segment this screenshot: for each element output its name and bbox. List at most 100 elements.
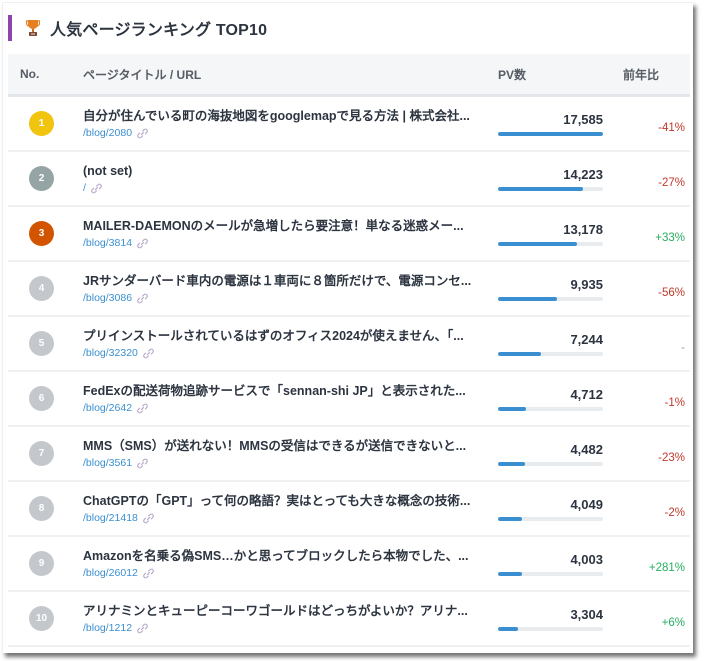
pv-cell: 7,244 <box>498 332 623 356</box>
table-header: No. ページタイトル / URL PV数 前年比 <box>8 54 690 97</box>
pv-cell: 14,223 <box>498 167 623 191</box>
yoy-change: -56% <box>658 286 685 299</box>
column-header-title: ページタイトル / URL <box>83 67 202 82</box>
pv-count: 9,935 <box>570 276 603 292</box>
page-url-link[interactable]: /blog/21418 <box>83 512 138 524</box>
rank-cell: 6 <box>8 386 83 411</box>
table-row-9: 9 Amazonを名乗る偽SMS…かと思ってブロックしたら本物でした、... /… <box>8 537 690 592</box>
pv-count: 17,585 <box>563 111 603 127</box>
table-row-6: 6 FedExの配送荷物追跡サービスで「sennan-shi JP」と表示された… <box>8 372 690 427</box>
pv-bar-track <box>498 351 603 356</box>
url-line: /blog/3814 <box>83 237 498 249</box>
link-icon[interactable] <box>137 128 148 139</box>
pv-bar-track <box>498 571 603 576</box>
title-cell: FedExの配送荷物追跡サービスで「sennan-shi JP」と表示された..… <box>83 383 498 414</box>
panel-title: 人気ページランキング TOP10 <box>50 22 268 39</box>
ranking-table: No. ページタイトル / URL PV数 前年比 1 自分が住んでいる町の海抜… <box>8 54 690 647</box>
column-header-yoy: 前年比 <box>623 67 660 82</box>
pv-count: 3,304 <box>570 606 603 622</box>
title-accent-bar <box>8 15 12 41</box>
page-title: ChatGPTの「GPT」って何の略語？実はとっても大きな概念の技術... <box>83 494 471 508</box>
yoy-change: -27% <box>658 176 685 189</box>
rank-badge: 3 <box>29 221 54 246</box>
yoy-change: -23% <box>658 451 685 464</box>
pv-cell: 4,003 <box>498 552 623 576</box>
pv-bar-track <box>498 461 603 466</box>
pv-bar-track <box>498 296 603 301</box>
yoy-change: +33% <box>655 231 685 244</box>
column-header-pv: PV数 <box>498 67 527 82</box>
ranking-panel: 人気ページランキング TOP10 No. ページタイトル / URL PV数 前… <box>2 2 693 653</box>
rank-cell: 10 <box>8 606 83 631</box>
table-row-10: 10 アリナミンとキューピーコーワゴールドはどっちがよいか？アリナ... /bl… <box>8 592 690 647</box>
url-line: /blog/26012 <box>83 567 498 579</box>
url-line: /blog/21418 <box>83 512 498 524</box>
page-url-link[interactable]: /blog/1212 <box>83 622 133 634</box>
column-header-no: No. <box>20 67 40 81</box>
page-title: Amazonを名乗る偽SMS…かと思ってブロックしたら本物でした、... <box>83 549 469 563</box>
yoy-change: -2% <box>664 506 685 519</box>
rank-cell: 2 <box>8 166 83 191</box>
pv-cell: 3,304 <box>498 607 623 631</box>
link-icon[interactable] <box>137 458 148 469</box>
link-icon[interactable] <box>137 623 148 634</box>
title-cell: ChatGPTの「GPT」って何の略語？実はとっても大きな概念の技術... /b… <box>83 493 498 524</box>
rank-badge: 8 <box>29 496 54 521</box>
link-icon[interactable] <box>143 513 154 524</box>
pv-count: 4,003 <box>570 551 603 567</box>
link-icon[interactable] <box>143 348 154 359</box>
rank-cell: 7 <box>8 441 83 466</box>
page-url-link[interactable]: /blog/3086 <box>83 292 133 304</box>
table-row-2: 2 (not set) / 14,223 <box>8 152 690 207</box>
pv-bar-fill <box>498 186 583 191</box>
table-row-5: 5 プリインストールされているはずのオフィス2024が使えません、「... /b… <box>8 317 690 372</box>
pv-bar-fill <box>498 571 522 576</box>
title-cell: Amazonを名乗る偽SMS…かと思ってブロックしたら本物でした、... /bl… <box>83 548 498 579</box>
url-line: /blog/32320 <box>83 347 498 359</box>
page-title: FedExの配送荷物追跡サービスで「sennan-shi JP」と表示された..… <box>83 384 466 398</box>
rank-badge: 7 <box>29 441 54 466</box>
table-row-8: 8 ChatGPTの「GPT」って何の略語？実はとっても大きな概念の技術... … <box>8 482 690 537</box>
title-cell: MAILER-DAEMONのメールが急増したら要注意！単なる迷惑メー... /b… <box>83 218 498 249</box>
pv-count: 4,482 <box>570 441 603 457</box>
page-url-link[interactable]: /blog/2642 <box>83 402 133 414</box>
pv-cell: 13,178 <box>498 222 623 246</box>
yoy-change: -41% <box>658 121 685 134</box>
page-title: MMS（SMS）が送れない！MMSの受信はできるが送信できないと... <box>83 439 467 453</box>
link-icon[interactable] <box>143 568 154 579</box>
pv-bar-fill <box>498 241 577 246</box>
pv-bar-track <box>498 186 603 191</box>
pv-bar-track <box>498 626 603 631</box>
page-url-link[interactable]: /blog/32320 <box>83 347 138 359</box>
link-icon[interactable] <box>91 183 102 194</box>
table-row-7: 7 MMS（SMS）が送れない！MMSの受信はできるが送信できないと... /b… <box>8 427 690 482</box>
panel-header: 人気ページランキング TOP10 <box>8 15 267 41</box>
rank-badge: 5 <box>29 331 54 356</box>
title-cell: (not set) / <box>83 163 498 194</box>
rank-cell: 5 <box>8 331 83 356</box>
yoy-change: -1% <box>664 396 685 409</box>
page-title: アリナミンとキューピーコーワゴールドはどっちがよいか？アリナ... <box>83 604 468 618</box>
title-cell: プリインストールされているはずのオフィス2024が使えません、「... /blo… <box>83 328 498 359</box>
pv-count: 4,049 <box>570 496 603 512</box>
pv-cell: 4,049 <box>498 497 623 521</box>
link-icon[interactable] <box>137 238 148 249</box>
link-icon[interactable] <box>137 403 148 414</box>
pv-bar-track <box>498 406 603 411</box>
pv-count: 4,712 <box>570 386 603 402</box>
page-url-link[interactable]: /blog/3814 <box>83 237 133 249</box>
yoy-change: - <box>681 341 685 354</box>
page-title: (not set) <box>83 164 133 178</box>
pv-bar-fill <box>498 351 542 356</box>
page-url-link[interactable]: / <box>83 182 86 194</box>
table-row-3: 3 MAILER-DAEMONのメールが急増したら要注意！単なる迷惑メー... … <box>8 207 690 262</box>
rank-badge: 9 <box>29 551 54 576</box>
page-url-link[interactable]: /blog/26012 <box>83 567 138 579</box>
page-url-link[interactable]: /blog/2080 <box>83 127 133 139</box>
link-icon[interactable] <box>137 293 148 304</box>
rank-badge: 2 <box>29 166 54 191</box>
table-body: 1 自分が住んでいる町の海抜地図をgooglemapで見る方法 | 株式会社..… <box>8 97 690 647</box>
page-url-link[interactable]: /blog/3561 <box>83 457 133 469</box>
page-title: MAILER-DAEMONのメールが急増したら要注意！単なる迷惑メー... <box>83 219 464 233</box>
pv-bar-fill <box>498 131 603 136</box>
